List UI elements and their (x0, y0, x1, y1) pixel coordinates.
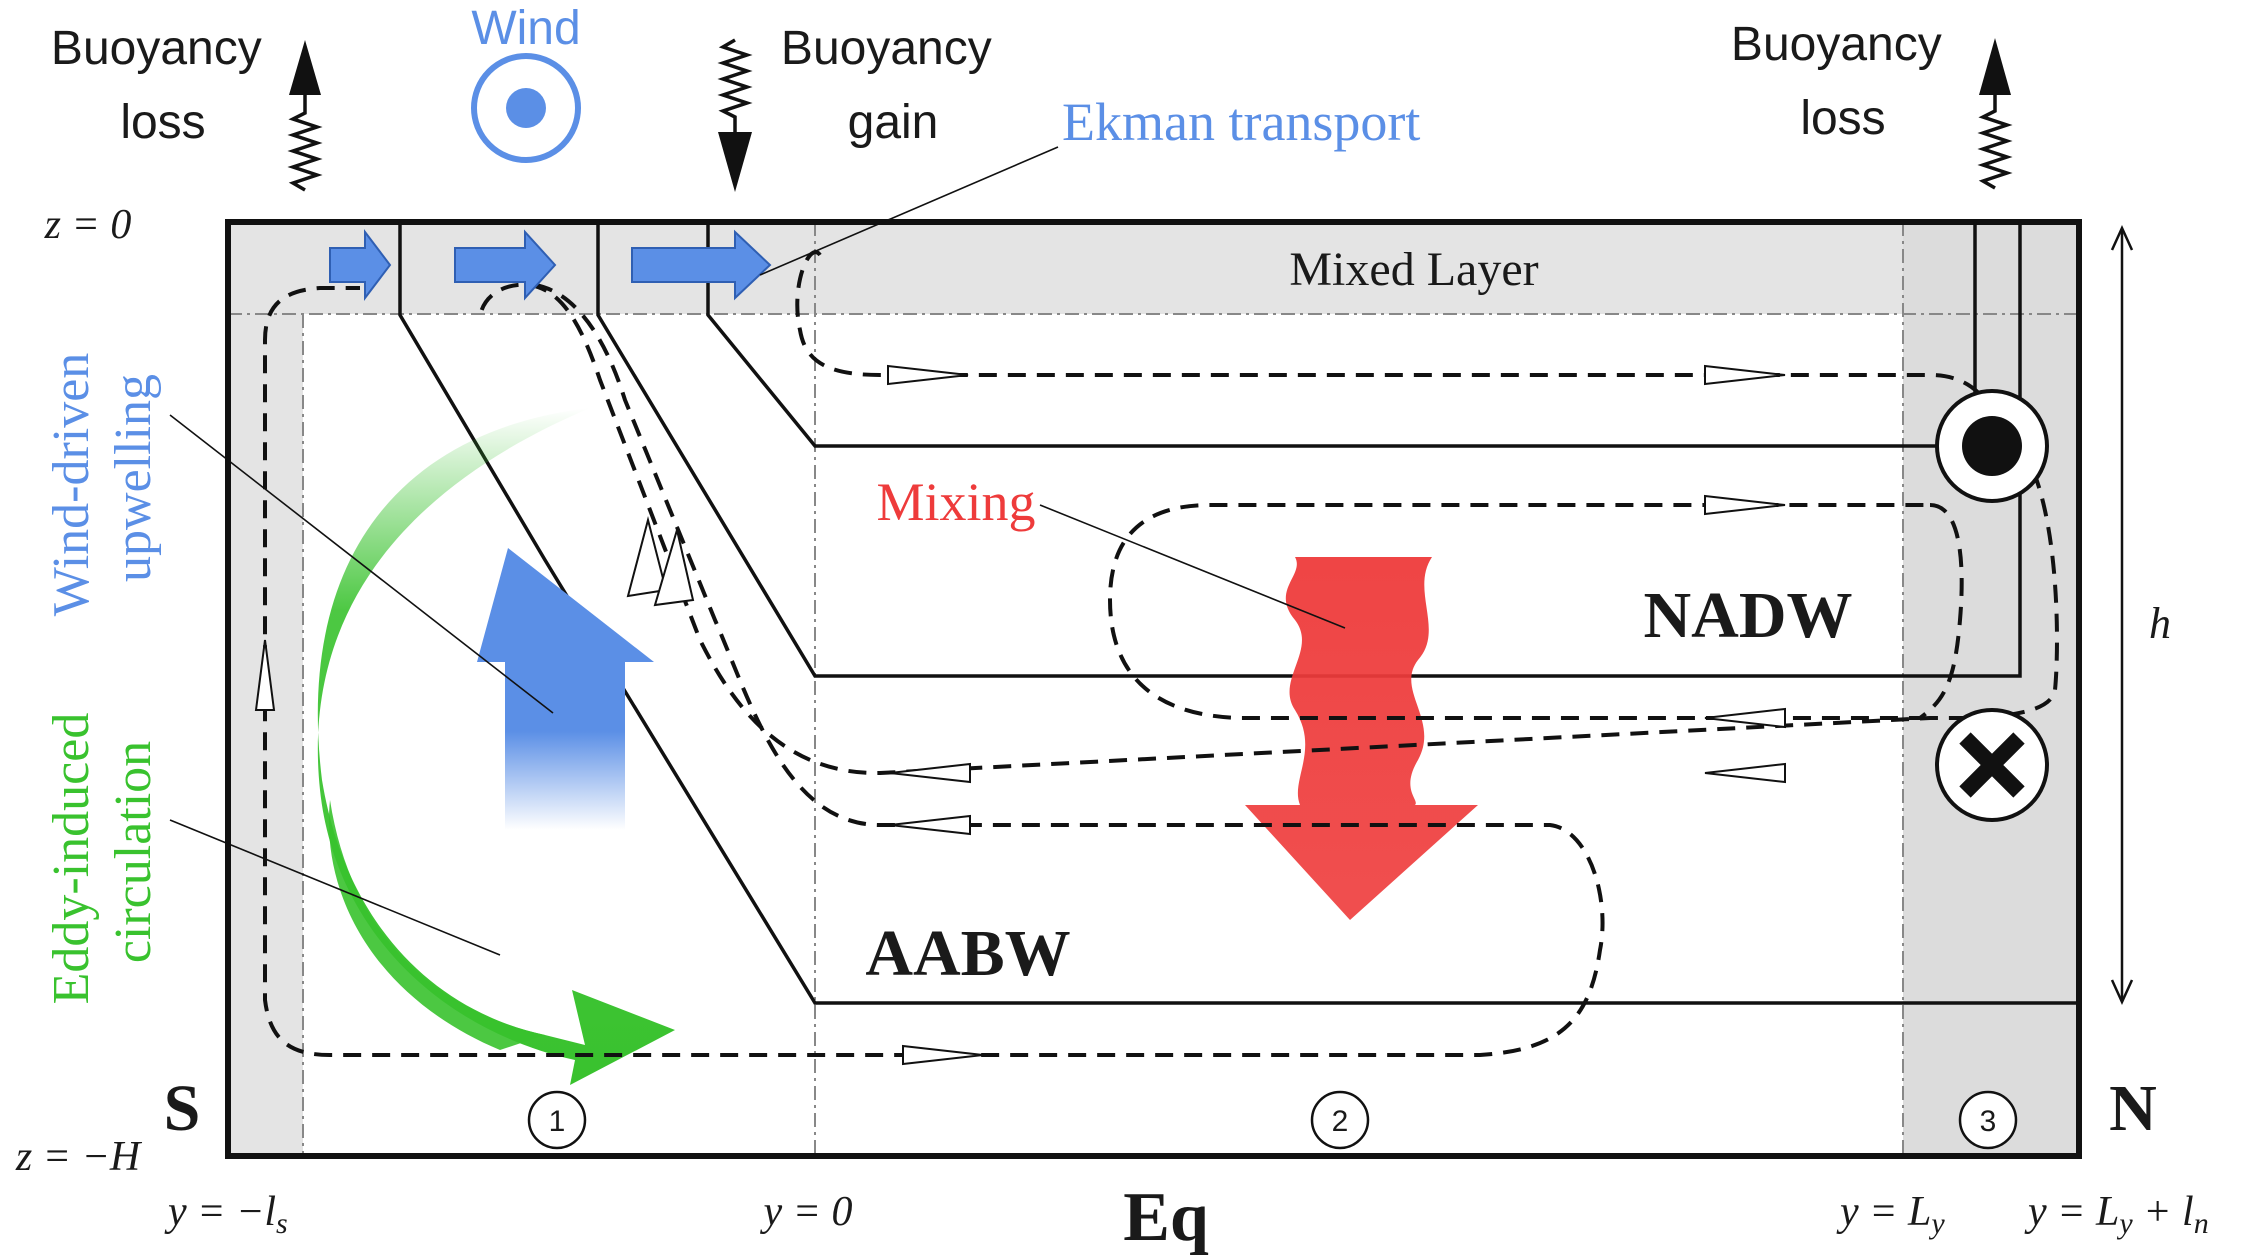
region-number-2: 2 (1332, 1105, 1349, 1138)
equator-label: Eq (1123, 1179, 1209, 1255)
buoyancy-loss-south-label: Buoyancy loss (51, 22, 275, 149)
domain-border (225, 219, 2082, 1159)
ekman-arrow (631, 229, 772, 301)
surface-forcing (287, 38, 2013, 192)
aabw-label: AABW (865, 917, 1070, 990)
flow-arrow (902, 1044, 984, 1066)
buoyancy-gain-arrowhead-icon (718, 132, 752, 192)
region-marker-2 (1310, 1090, 1370, 1150)
region-marker-3 (1958, 1090, 2018, 1150)
region-marker-1 (527, 1090, 587, 1150)
buoyancy-loss-north-arrowhead-icon (1979, 38, 2011, 95)
buoyancy-loss-south-arrowhead-icon (289, 40, 321, 95)
region-number-3: 3 (1980, 1105, 1997, 1138)
flow-arrow (254, 639, 276, 711)
nadw-label: NADW (1644, 579, 1853, 652)
flow-arrow (626, 516, 668, 598)
mixed-layer-label: Mixed Layer (1289, 243, 1538, 296)
wind-driven-upwelling-label: Wind-driven upwelling (43, 340, 162, 617)
streamline-inner (263, 283, 1605, 1057)
streamline-nadw-loop (1107, 503, 1964, 720)
buoyancy-loss-north-wavy-icon (1977, 92, 2013, 190)
buoyancy-loss-south-wavy-icon (287, 92, 323, 192)
y-ly-label: y = Ly (1836, 1189, 1945, 1240)
mixing-label: Mixing (876, 472, 1035, 532)
flow-arrow (653, 526, 695, 607)
isopycnal-3 (706, 222, 1977, 448)
flow-arrow (1704, 494, 1786, 516)
depth-h-arrow (2110, 224, 2134, 1006)
isopycnal-2 (596, 222, 2022, 678)
flow-arrow (889, 762, 971, 784)
y-south-label: y = −ls (164, 1189, 288, 1240)
north-boundary-zone (1903, 222, 2079, 1156)
flow-arrow (1704, 364, 1786, 386)
north-symbols (1935, 389, 2049, 822)
upwelling-arrow (477, 548, 654, 830)
flow-arrow (1704, 762, 1786, 784)
north-label: N (2109, 1072, 2157, 1145)
forcing-labels: Buoyancy loss Wind Buoyancy gain Buoyanc… (51, 2, 1955, 149)
region-number-1: 1 (549, 1105, 566, 1138)
flow-arrows (254, 364, 1786, 1066)
streamline-nadw-upper (478, 282, 2059, 776)
z-bottom-label: z = −H (15, 1134, 143, 1180)
wind-icon (471, 53, 581, 163)
flow-arrow (1704, 707, 1786, 729)
y-zero-label: y = 0 (760, 1189, 853, 1235)
depth-h-label: h (2149, 599, 2171, 648)
buoyancy-gain-wavy-icon (717, 38, 753, 135)
mixing-arrow (1245, 557, 1478, 920)
flow-arrow (889, 814, 971, 836)
isopycnal-1 (398, 222, 2079, 1005)
y-north-label: y = Ly + ln (2024, 1189, 2209, 1240)
buoyancy-gain-label: Buoyancy gain (781, 22, 1005, 149)
buoyancy-loss-north-label: Buoyancy loss (1731, 18, 1955, 145)
eddy-induced-circulation-label: Eddy-induced circulation (43, 700, 162, 1005)
ekman-transport-label: Ekman transport (1062, 92, 1420, 152)
south-label: S (164, 1072, 201, 1145)
eddy-induced-arrow (317, 408, 675, 1085)
ekman-arrow (454, 229, 557, 301)
region-markers: 1 2 3 (527, 1090, 2018, 1150)
wind-label: Wind (471, 2, 580, 55)
isopycnals (398, 222, 2079, 1005)
flow-arrow (887, 364, 969, 386)
ekman-arrow (329, 229, 392, 301)
ekman-arrows (329, 229, 772, 301)
leader-lines (169, 146, 1346, 956)
z-top-label: z = 0 (44, 202, 132, 248)
